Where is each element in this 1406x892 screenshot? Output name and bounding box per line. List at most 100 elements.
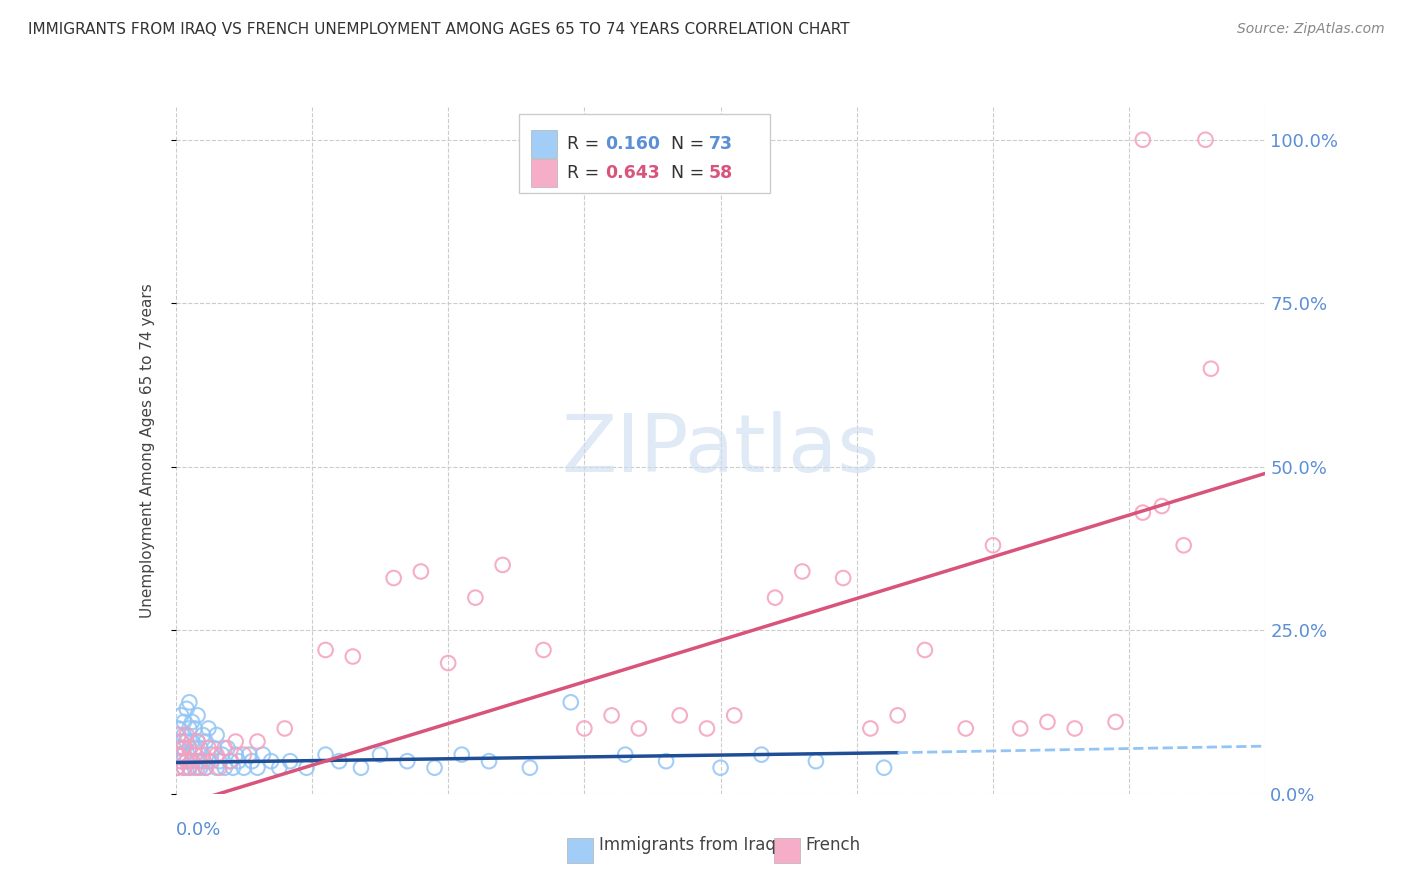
Point xyxy=(217,741,239,756)
Point xyxy=(188,761,211,775)
Point xyxy=(200,754,222,768)
Point xyxy=(832,571,855,585)
Point xyxy=(423,761,446,775)
Point xyxy=(211,747,233,762)
Point xyxy=(225,747,247,762)
Point xyxy=(197,722,219,736)
Point xyxy=(167,747,190,762)
FancyBboxPatch shape xyxy=(531,130,557,158)
Text: 58: 58 xyxy=(709,164,733,182)
Text: 73: 73 xyxy=(709,135,733,153)
Point xyxy=(186,734,209,748)
Point xyxy=(696,722,718,736)
Text: French: French xyxy=(806,836,860,854)
Point xyxy=(200,747,222,762)
Point xyxy=(197,754,219,768)
Point xyxy=(167,728,190,742)
Point xyxy=(342,649,364,664)
Point xyxy=(437,656,460,670)
Point xyxy=(173,741,195,756)
Text: 0.0%: 0.0% xyxy=(176,822,221,839)
Point xyxy=(396,754,419,768)
Point xyxy=(170,754,193,768)
Point xyxy=(222,761,245,775)
Point xyxy=(710,761,733,775)
Point xyxy=(208,754,231,768)
Point xyxy=(181,754,204,768)
Point xyxy=(205,761,228,775)
Point xyxy=(560,695,582,709)
Point xyxy=(914,643,936,657)
Point xyxy=(368,747,391,762)
Point xyxy=(208,761,231,775)
Point xyxy=(246,734,269,748)
Point xyxy=(184,761,207,775)
Point xyxy=(173,714,195,729)
Point xyxy=(172,741,194,756)
Point xyxy=(169,747,191,762)
Point xyxy=(167,741,190,756)
Point xyxy=(723,708,745,723)
Point xyxy=(1173,538,1195,552)
Point xyxy=(205,747,228,762)
FancyBboxPatch shape xyxy=(773,838,800,863)
Point xyxy=(274,722,297,736)
Point xyxy=(668,708,690,723)
Point xyxy=(600,708,623,723)
Point xyxy=(184,741,207,756)
Point xyxy=(614,747,637,762)
Point xyxy=(179,761,201,775)
Point xyxy=(173,747,195,762)
Point xyxy=(170,754,193,768)
Point xyxy=(225,734,247,748)
Point xyxy=(1150,499,1173,513)
Point xyxy=(173,761,195,775)
Point xyxy=(792,565,814,579)
Point xyxy=(219,754,242,768)
Point xyxy=(804,754,827,768)
Point xyxy=(184,747,207,762)
Point xyxy=(409,565,432,579)
Point xyxy=(350,761,373,775)
Point xyxy=(955,722,977,736)
Point xyxy=(176,734,198,748)
Point xyxy=(197,741,219,756)
Point xyxy=(295,761,318,775)
Point xyxy=(188,741,211,756)
Point xyxy=(478,754,501,768)
Point xyxy=(246,761,269,775)
Point xyxy=(1132,133,1154,147)
Point xyxy=(191,754,214,768)
Point xyxy=(763,591,786,605)
Point xyxy=(278,754,301,768)
Point xyxy=(184,722,207,736)
Point xyxy=(464,591,486,605)
Point xyxy=(179,761,201,775)
Point xyxy=(269,761,291,775)
Point xyxy=(179,722,201,736)
Point xyxy=(191,747,214,762)
Point xyxy=(186,734,209,748)
Point xyxy=(519,761,541,775)
FancyBboxPatch shape xyxy=(567,838,593,863)
Point xyxy=(179,741,201,756)
Point xyxy=(859,722,882,736)
Point xyxy=(260,754,283,768)
Point xyxy=(574,722,596,736)
Point xyxy=(173,728,195,742)
Point xyxy=(232,761,254,775)
Point xyxy=(166,761,188,775)
Point xyxy=(170,708,193,723)
Point xyxy=(1132,506,1154,520)
Point xyxy=(655,754,678,768)
Point xyxy=(315,643,337,657)
Point xyxy=(1063,722,1085,736)
Point xyxy=(186,761,209,775)
Point xyxy=(188,754,211,768)
Point xyxy=(240,754,263,768)
FancyBboxPatch shape xyxy=(531,160,557,187)
Point xyxy=(981,538,1004,552)
FancyBboxPatch shape xyxy=(519,114,769,193)
Point xyxy=(176,754,198,768)
Point xyxy=(166,761,188,775)
